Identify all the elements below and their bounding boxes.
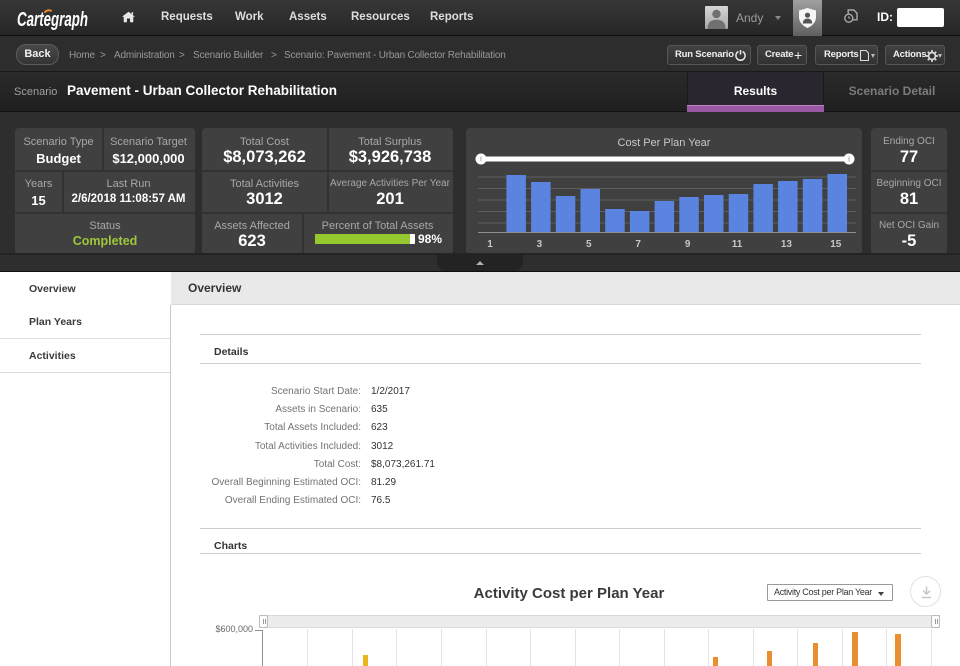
svg-text:15: 15 — [830, 239, 842, 250]
svg-text:13: 13 — [781, 239, 793, 250]
svg-text:11: 11 — [732, 239, 743, 250]
svg-text:Cost Per Plan Year: Cost Per Plan Year — [618, 137, 711, 149]
svg-text:5: 5 — [586, 239, 592, 250]
svg-text:9: 9 — [685, 239, 691, 250]
svg-text:7: 7 — [635, 239, 641, 250]
svg-text:1: 1 — [487, 239, 493, 250]
svg-text:3: 3 — [537, 239, 543, 250]
svg-text:Cartegraph: Cartegraph — [17, 8, 88, 31]
